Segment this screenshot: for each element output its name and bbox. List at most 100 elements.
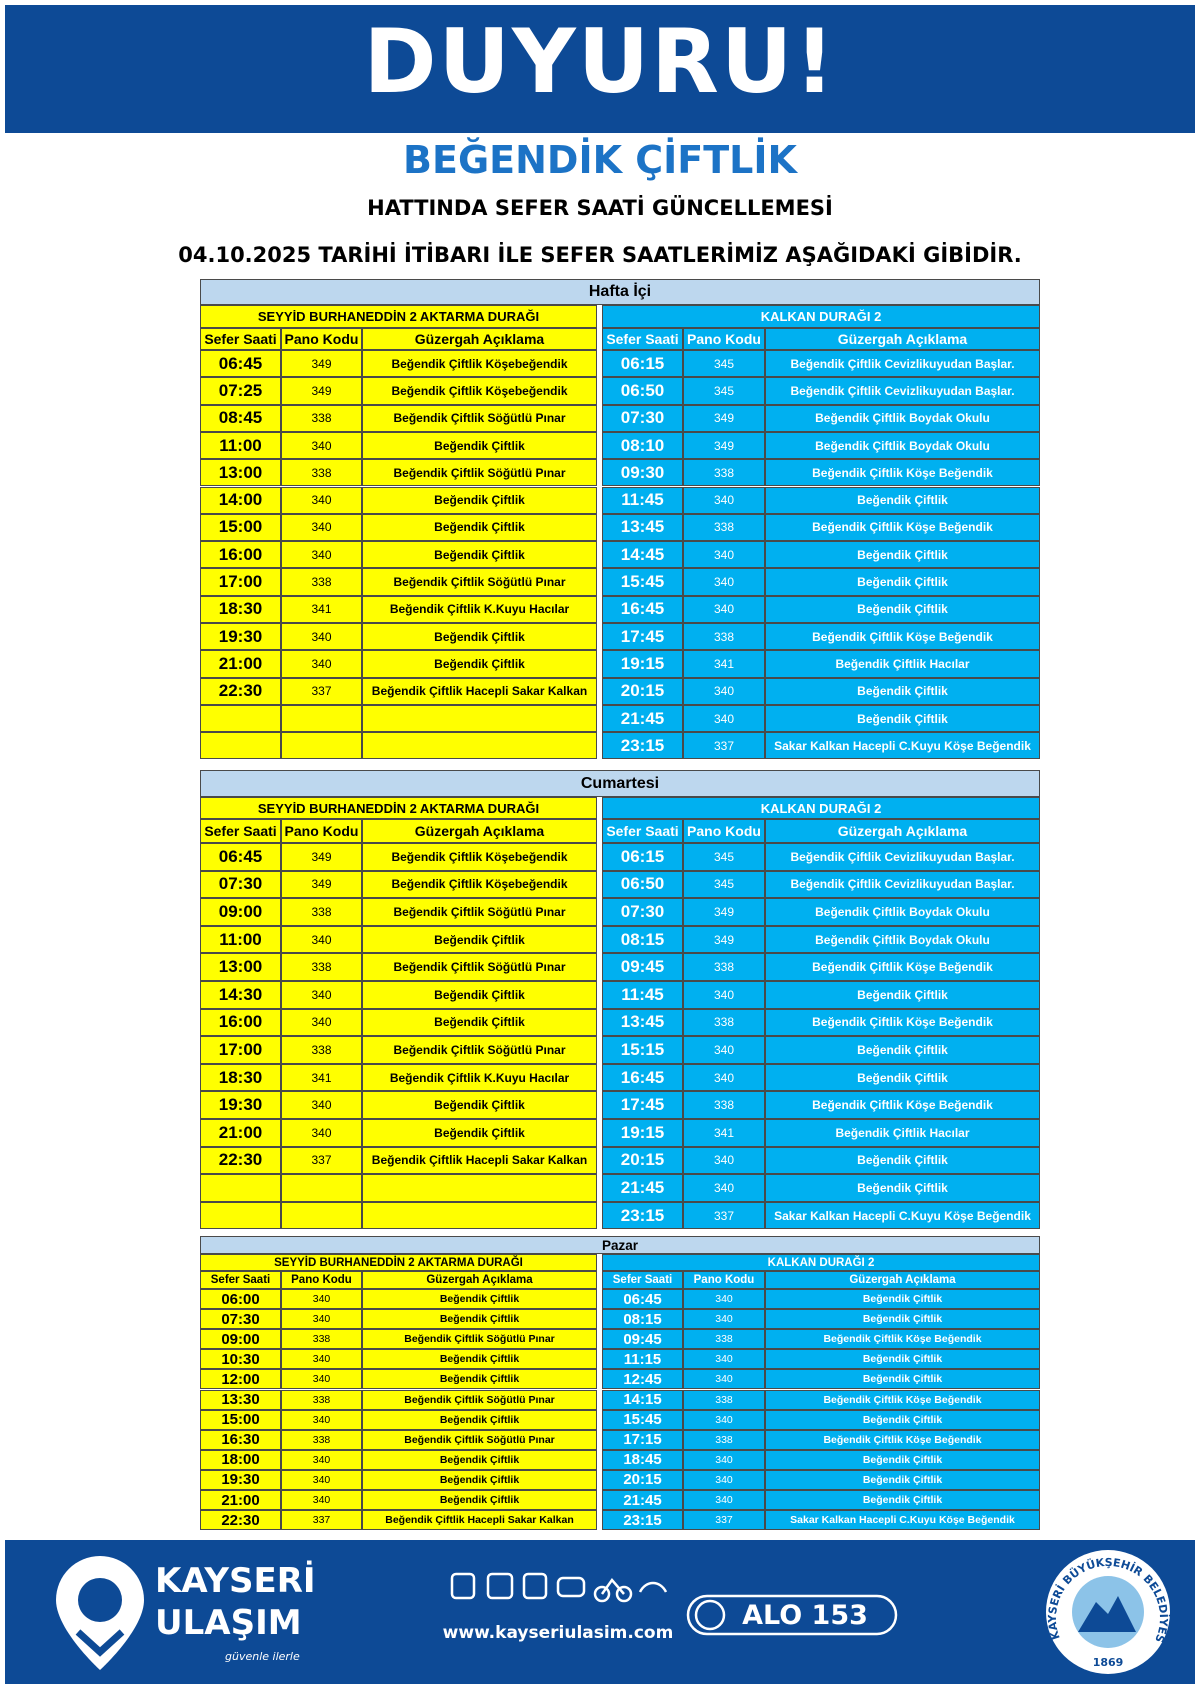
route-code: 340 [281,1490,362,1511]
emblem-mountain [1078,1596,1136,1632]
route-code: 340 [281,486,362,514]
column-header: Pano Kodu [683,1271,765,1289]
route-code: 340 [281,623,362,651]
departure-time: 06:45 [200,843,281,871]
slogan: güvenle ilerle [225,1650,300,1663]
footer [5,1540,1195,1684]
route-code: 340 [683,704,765,733]
route-code: 340 [281,1008,362,1037]
departure-time: 20:15 [602,1146,683,1175]
route-code: 338 [683,1091,765,1119]
route-code: 349 [281,843,362,871]
route-code: 349 [281,350,362,378]
route-code: 340 [683,1409,765,1430]
route-description: Beğendik Çiftlik Boydak Okulu [765,925,1040,954]
route-code: 340 [683,1449,765,1470]
departure-time: 14:00 [200,486,281,514]
route-code: 340 [683,541,765,569]
departure-time: 22:30 [200,1146,281,1175]
route-description: Beğendik Çiftlik [765,595,1040,623]
route-code: 340 [281,981,362,1009]
route-description: Beğendik Çiftlik Cevizlikuyudan Başlar. [765,870,1040,899]
departure-time: 21:00 [200,1490,281,1511]
route-code: 338 [281,1329,362,1350]
departure-time: 07:25 [200,377,281,405]
route-description: Beğendik Çiftlik Söğütlü Pınar [362,1389,597,1410]
route-description: Beğendik Çiftlik [362,623,597,651]
route-description: Beğendik Çiftlik [765,1369,1040,1390]
route-description: Beğendik Çiftlik [765,1174,1040,1202]
route-description: Beğendik Çiftlik [765,1349,1040,1370]
route-code: 338 [281,1389,362,1410]
empty-cell [200,1201,281,1230]
departure-time: 10:30 [200,1349,281,1370]
route-description: Beğendik Çiftlik [362,1349,597,1370]
departure-time: 08:15 [602,1309,683,1330]
section-title: Cumartesi [200,770,1040,797]
departure-time: 18:00 [200,1449,281,1470]
route-code: 338 [683,513,765,542]
route-code: 345 [683,843,765,871]
route-code: 349 [683,431,765,460]
route-description: Beğendik Çiftlik [362,1008,597,1037]
column-header: Güzergah Açıklama [362,1271,597,1289]
brand: ULAŞIM [155,1603,302,1643]
route-code: 340 [281,650,362,678]
route-description: Sakar Kalkan Hacepli C.Kuyu Köşe Beğendi… [765,1201,1040,1230]
hotline-pill [686,1594,898,1636]
departure-time: 07:30 [200,870,281,899]
departure-time: 21:00 [200,650,281,678]
column-header: Güzergah Açıklama [765,819,1040,843]
stop-name: SEYYİD BURHANEDDİN 2 AKTARMA DURAĞI [200,1254,597,1271]
route-code: 340 [281,1289,362,1310]
route-code: 337 [683,1510,765,1531]
departure-time: 06:45 [602,1289,683,1310]
departure-time: 12:00 [200,1369,281,1390]
route-code: 340 [281,1469,362,1490]
route-code: 338 [683,1329,765,1350]
empty-cell [362,732,597,760]
website: www.kayseriulasim.com [443,1623,674,1643]
column-header: Pano Kodu [281,1271,362,1289]
route-description: Beğendik Çiftlik [362,513,597,542]
empty-cell [362,1201,597,1230]
route-description: Beğendik Çiftlik Köşebeğendik [362,350,597,378]
empty-cell [281,1174,362,1202]
route-description: Beğendik Çiftlik [362,486,597,514]
departure-time: 22:30 [200,677,281,705]
route-code: 341 [683,1119,765,1147]
route-description: Beğendik Çiftlik Köşe Beğendik [765,1329,1040,1350]
empty-cell [362,1174,597,1202]
departure-time: 08:15 [602,925,683,954]
stop-name: KALKAN DURAĞI 2 [602,797,1040,819]
route-code: 337 [683,1201,765,1230]
departure-time: 19:30 [200,623,281,651]
stop-name: KALKAN DURAĞI 2 [602,1254,1040,1271]
route-code: 340 [281,541,362,569]
departure-time: 09:00 [200,1329,281,1350]
route-code: 340 [683,1289,765,1310]
column-header: Pano Kodu [281,819,362,843]
headline: HATTINDA SEFER SAATİ GÜNCELLEMESİ [367,196,833,220]
route-code: 338 [683,623,765,651]
departure-time: 16:45 [602,595,683,623]
departure-time: 13:30 [200,1389,281,1410]
departure-time: 07:30 [200,1309,281,1330]
route-description: Beğendik Çiftlik [765,1449,1040,1470]
route-code: 341 [683,650,765,678]
route-code: 337 [683,732,765,760]
departure-time: 08:45 [200,404,281,432]
route-code: 338 [683,459,765,487]
departure-time: 15:15 [602,1036,683,1064]
departure-time: 16:45 [602,1063,683,1092]
departure-time: 16:00 [200,541,281,569]
route-code: 349 [683,925,765,954]
route-code: 349 [281,377,362,405]
departure-time: 13:00 [200,953,281,981]
route-code: 340 [281,1449,362,1470]
stop-name: SEYYİD BURHANEDDİN 2 AKTARMA DURAĞI [200,305,597,328]
departure-time: 17:00 [200,568,281,596]
route-description: Beğendik Çiftlik [765,1063,1040,1092]
column-header: Pano Kodu [281,328,362,350]
